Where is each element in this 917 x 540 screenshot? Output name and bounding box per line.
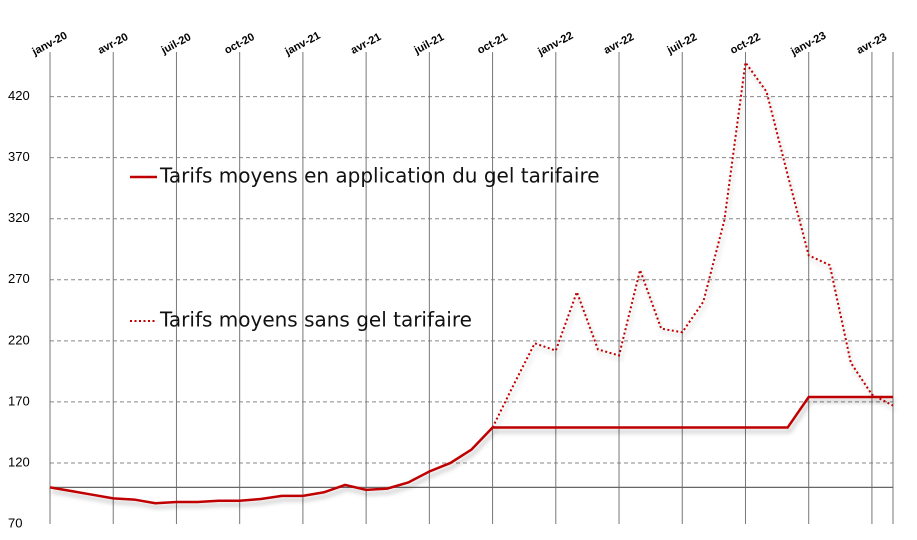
y-tick-label: 420 [8, 88, 30, 103]
y-tick-label: 220 [8, 332, 30, 347]
y-tick-label: 370 [8, 149, 30, 164]
y-tick-label: 270 [8, 271, 30, 286]
series-line [49, 395, 893, 505]
series-line [491, 59, 894, 428]
y-tick-label: 70 [8, 515, 22, 530]
series-group [49, 395, 893, 505]
y-tick-label: 120 [8, 454, 30, 469]
y-tick-label: 170 [8, 393, 30, 408]
y-tick-label: 320 [8, 210, 30, 225]
series-group [491, 59, 894, 428]
legend-label: Tarifs moyens en application du gel tari… [159, 164, 600, 188]
legend-label: Tarifs moyens sans gel tarifaire [159, 308, 472, 332]
